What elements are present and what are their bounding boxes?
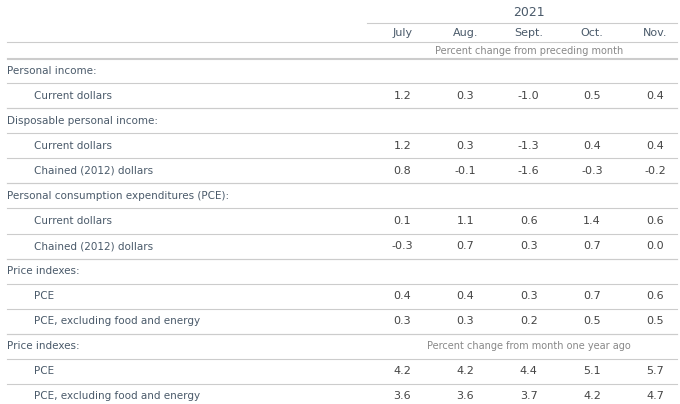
Text: PCE: PCE [34, 291, 54, 301]
Text: 4.2: 4.2 [393, 366, 411, 376]
Text: 0.5: 0.5 [583, 316, 600, 326]
Text: 0.1: 0.1 [394, 216, 411, 226]
Text: 0.6: 0.6 [647, 291, 664, 301]
Text: 0.3: 0.3 [457, 141, 474, 151]
Text: 0.3: 0.3 [457, 91, 474, 101]
Text: 4.4: 4.4 [520, 366, 538, 376]
Text: 0.6: 0.6 [520, 216, 537, 226]
Text: 0.8: 0.8 [393, 166, 411, 176]
Text: 0.7: 0.7 [583, 241, 601, 251]
Text: 0.4: 0.4 [646, 141, 664, 151]
Text: Personal consumption expenditures (PCE):: Personal consumption expenditures (PCE): [7, 191, 229, 201]
Text: 0.3: 0.3 [457, 316, 474, 326]
Text: -0.1: -0.1 [455, 166, 476, 176]
Text: 0.4: 0.4 [456, 291, 475, 301]
Text: 0.3: 0.3 [520, 241, 537, 251]
Text: PCE, excluding food and energy: PCE, excluding food and energy [34, 316, 200, 326]
Text: -1.0: -1.0 [518, 91, 539, 101]
Text: Personal income:: Personal income: [7, 66, 97, 76]
Text: Disposable personal income:: Disposable personal income: [7, 116, 158, 126]
Text: Percent change from month one year ago: Percent change from month one year ago [427, 341, 630, 351]
Text: Price indexes:: Price indexes: [7, 266, 80, 276]
Text: 0.5: 0.5 [647, 316, 664, 326]
Text: 0.3: 0.3 [394, 316, 411, 326]
Text: 5.1: 5.1 [583, 366, 600, 376]
Text: 1.4: 1.4 [583, 216, 601, 226]
Text: Price indexes:: Price indexes: [7, 341, 80, 351]
Text: -1.6: -1.6 [518, 166, 539, 176]
Text: 0.6: 0.6 [647, 216, 664, 226]
Text: Aug.: Aug. [453, 28, 478, 38]
Text: 0.4: 0.4 [646, 91, 664, 101]
Text: 4.2: 4.2 [583, 391, 601, 401]
Text: 0.5: 0.5 [583, 91, 600, 101]
Text: Current dollars: Current dollars [34, 91, 112, 101]
Text: 0.3: 0.3 [520, 291, 537, 301]
Text: 1.2: 1.2 [393, 91, 411, 101]
Text: Sept.: Sept. [514, 28, 543, 38]
Text: -1.3: -1.3 [518, 141, 539, 151]
Text: Percent change from preceding month: Percent change from preceding month [435, 46, 623, 55]
Text: 3.7: 3.7 [520, 391, 538, 401]
Text: 5.7: 5.7 [646, 366, 664, 376]
Text: 0.7: 0.7 [456, 241, 475, 251]
Text: 0.4: 0.4 [393, 291, 411, 301]
Text: 1.1: 1.1 [457, 216, 474, 226]
Text: 4.7: 4.7 [646, 391, 664, 401]
Text: 3.6: 3.6 [457, 391, 474, 401]
Text: Chained (2012) dollars: Chained (2012) dollars [34, 241, 153, 251]
Text: PCE: PCE [34, 366, 54, 376]
Text: July: July [392, 28, 412, 38]
Text: 0.7: 0.7 [583, 291, 601, 301]
Text: Chained (2012) dollars: Chained (2012) dollars [34, 166, 153, 176]
Text: Nov.: Nov. [643, 28, 668, 38]
Text: 1.2: 1.2 [393, 141, 411, 151]
Text: 4.2: 4.2 [456, 366, 475, 376]
Text: Current dollars: Current dollars [34, 141, 112, 151]
Text: -0.3: -0.3 [581, 166, 602, 176]
Text: Current dollars: Current dollars [34, 216, 112, 226]
Text: PCE, excluding food and energy: PCE, excluding food and energy [34, 391, 200, 401]
Text: -0.3: -0.3 [392, 241, 413, 251]
Text: 0.4: 0.4 [583, 141, 601, 151]
Text: 0.0: 0.0 [647, 241, 664, 251]
Text: Oct.: Oct. [581, 28, 603, 38]
Text: -0.2: -0.2 [645, 166, 666, 176]
Text: 2021: 2021 [513, 6, 545, 19]
Text: 0.2: 0.2 [520, 316, 538, 326]
Text: 3.6: 3.6 [394, 391, 411, 401]
